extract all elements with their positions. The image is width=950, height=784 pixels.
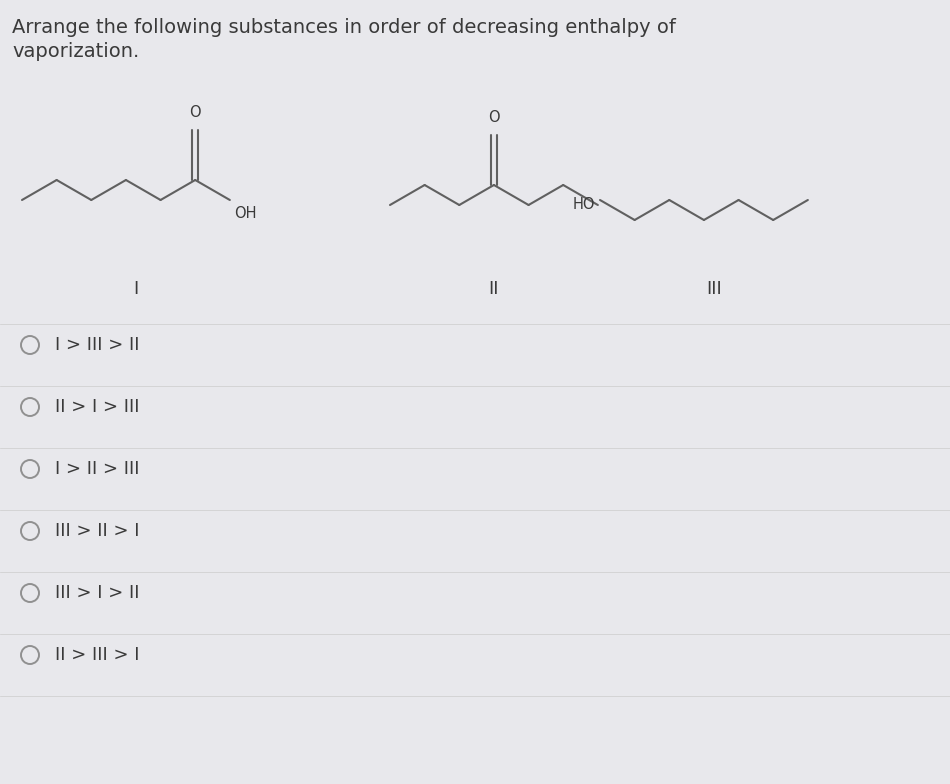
- Text: II > III > I: II > III > I: [55, 646, 140, 664]
- Text: II > I > III: II > I > III: [55, 398, 140, 416]
- Text: vaporization.: vaporization.: [12, 42, 140, 61]
- Text: O: O: [488, 110, 500, 125]
- Text: HO: HO: [573, 197, 595, 212]
- Text: III > I > II: III > I > II: [55, 584, 140, 602]
- Text: II: II: [488, 280, 499, 298]
- Text: I: I: [133, 280, 139, 298]
- Text: Arrange the following substances in order of decreasing enthalpy of: Arrange the following substances in orde…: [12, 18, 675, 37]
- Text: III: III: [706, 280, 722, 298]
- Text: O: O: [189, 105, 201, 120]
- Text: OH: OH: [234, 206, 256, 221]
- Text: I > II > III: I > II > III: [55, 460, 140, 478]
- Text: III > II > I: III > II > I: [55, 522, 140, 540]
- Text: I > III > II: I > III > II: [55, 336, 140, 354]
